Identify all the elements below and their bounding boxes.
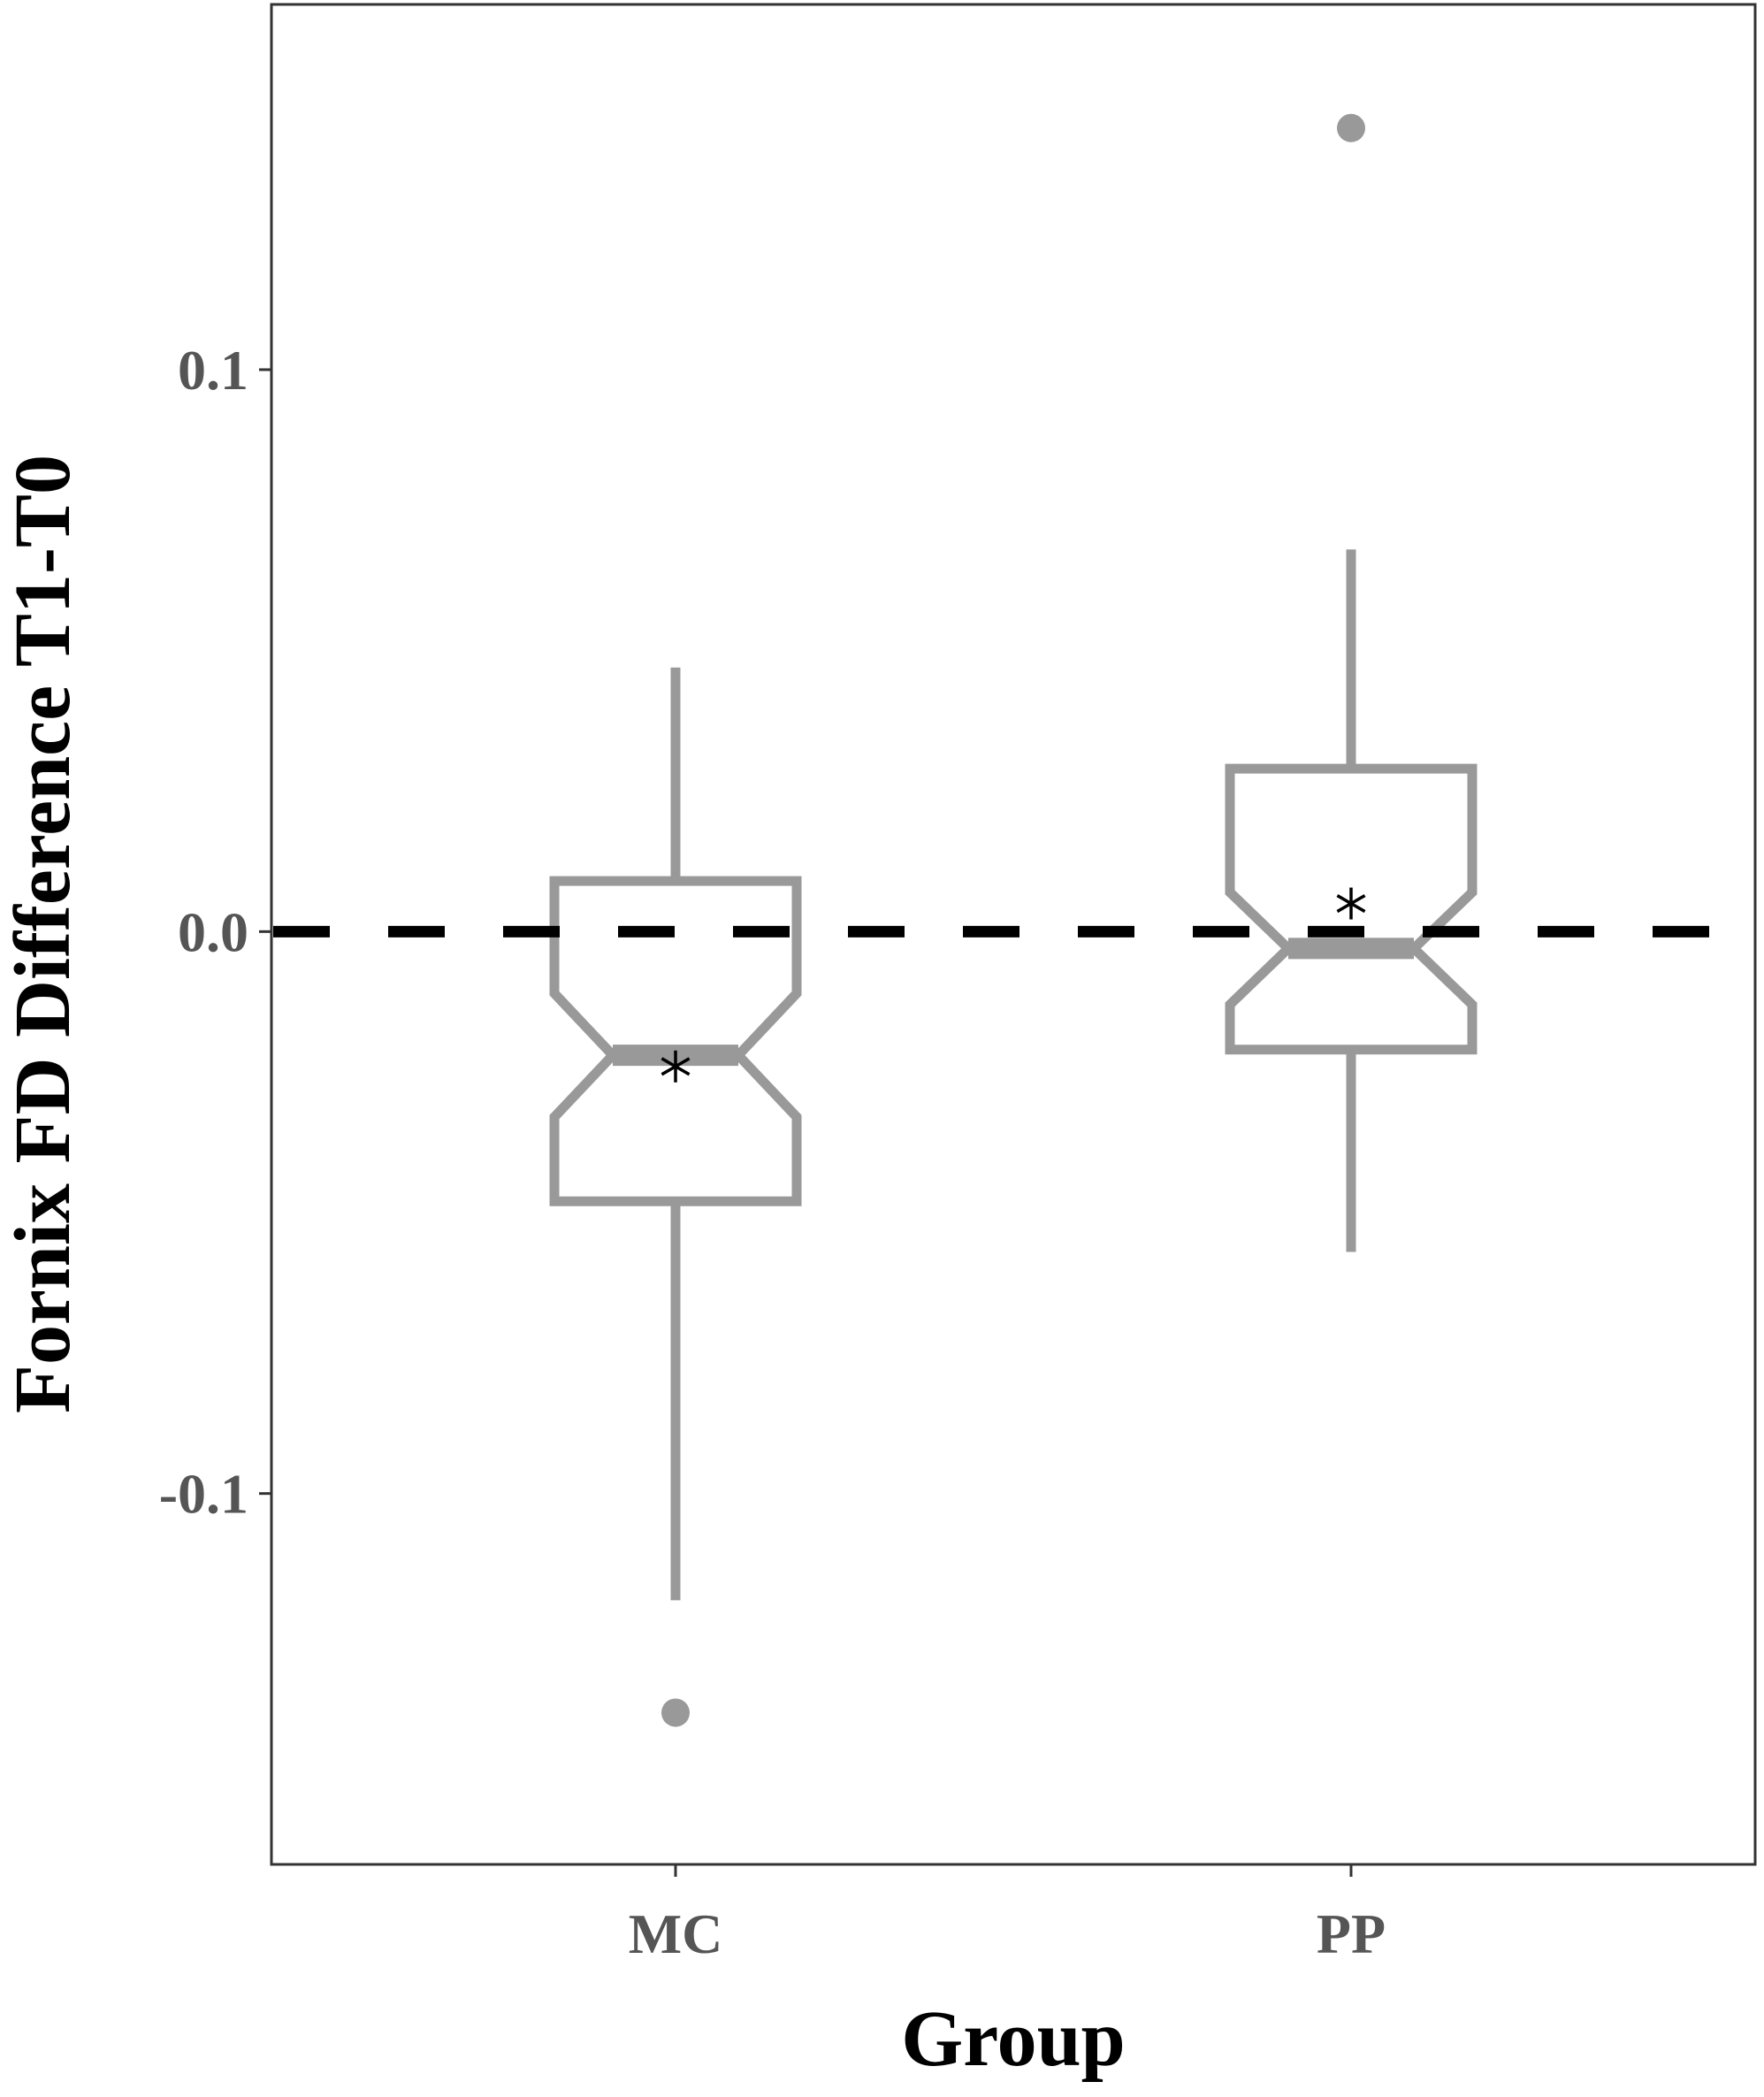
y-tick-label: 0.1 (178, 339, 248, 402)
mean-marker-stroke (661, 1057, 691, 1076)
outlier-point (1337, 113, 1365, 142)
mean-marker (661, 1050, 691, 1083)
y-axis-title: Fornix FD Difference T1-T0 (0, 455, 87, 1413)
x-tick-label: MC (629, 1902, 723, 1965)
y-tick-label: 0.0 (178, 900, 248, 963)
x-axis-title: Group (901, 1995, 1125, 2083)
y-tick-label: -0.1 (159, 1463, 248, 1526)
mean-marker (1336, 887, 1366, 920)
axes-layer: -0.1 0.0 0.1 MC PP (159, 339, 1386, 1965)
marks-layer (273, 113, 1753, 1727)
outlier-point (661, 1698, 690, 1727)
plot-panel-border (270, 3, 1757, 1866)
mean-marker-stroke (1336, 894, 1366, 914)
notched-box (549, 876, 802, 1206)
x-tick-label: PP (1317, 1902, 1386, 1965)
